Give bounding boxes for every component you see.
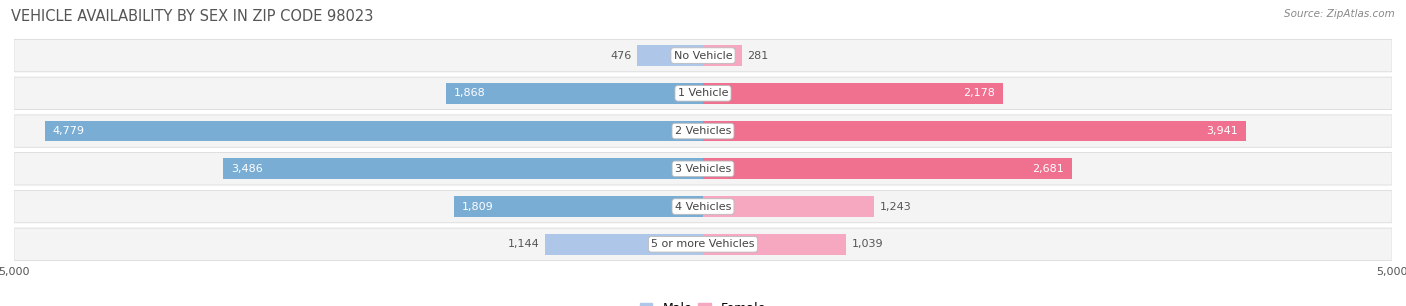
Bar bbox=[222, 159, 703, 179]
Bar bbox=[637, 45, 703, 66]
Text: No Vehicle: No Vehicle bbox=[673, 50, 733, 61]
Text: 1,243: 1,243 bbox=[880, 202, 911, 211]
FancyBboxPatch shape bbox=[14, 77, 1392, 109]
Text: 2,681: 2,681 bbox=[1032, 164, 1064, 174]
Text: Source: ZipAtlas.com: Source: ZipAtlas.com bbox=[1284, 9, 1395, 19]
FancyBboxPatch shape bbox=[14, 114, 1392, 148]
Bar bbox=[703, 234, 846, 255]
FancyBboxPatch shape bbox=[14, 229, 1392, 260]
Text: 2 Vehicles: 2 Vehicles bbox=[675, 126, 731, 136]
Bar bbox=[703, 83, 1002, 104]
Text: 3,486: 3,486 bbox=[231, 164, 263, 174]
Text: VEHICLE AVAILABILITY BY SEX IN ZIP CODE 98023: VEHICLE AVAILABILITY BY SEX IN ZIP CODE … bbox=[11, 9, 374, 24]
Legend: Male, Female: Male, Female bbox=[636, 297, 770, 306]
FancyBboxPatch shape bbox=[14, 190, 1392, 223]
Text: 5 or more Vehicles: 5 or more Vehicles bbox=[651, 239, 755, 249]
FancyBboxPatch shape bbox=[14, 39, 1392, 72]
FancyBboxPatch shape bbox=[14, 40, 1392, 71]
Text: 1 Vehicle: 1 Vehicle bbox=[678, 88, 728, 98]
Text: 1,868: 1,868 bbox=[454, 88, 485, 98]
FancyBboxPatch shape bbox=[14, 152, 1392, 185]
Text: 476: 476 bbox=[610, 50, 631, 61]
FancyBboxPatch shape bbox=[14, 77, 1392, 110]
FancyBboxPatch shape bbox=[14, 153, 1392, 185]
Text: 281: 281 bbox=[747, 50, 769, 61]
Bar bbox=[546, 234, 703, 255]
Text: 3 Vehicles: 3 Vehicles bbox=[675, 164, 731, 174]
Bar bbox=[703, 121, 1246, 141]
Bar bbox=[446, 83, 703, 104]
Text: 3,941: 3,941 bbox=[1206, 126, 1237, 136]
FancyBboxPatch shape bbox=[14, 191, 1392, 222]
Bar bbox=[454, 196, 703, 217]
Bar bbox=[703, 196, 875, 217]
Text: 1,809: 1,809 bbox=[463, 202, 494, 211]
Text: 4 Vehicles: 4 Vehicles bbox=[675, 202, 731, 211]
FancyBboxPatch shape bbox=[14, 228, 1392, 261]
Text: 2,178: 2,178 bbox=[963, 88, 995, 98]
FancyBboxPatch shape bbox=[14, 115, 1392, 147]
Text: 1,039: 1,039 bbox=[852, 239, 883, 249]
Text: 4,779: 4,779 bbox=[53, 126, 84, 136]
Bar bbox=[45, 121, 703, 141]
Bar bbox=[703, 159, 1073, 179]
Text: 1,144: 1,144 bbox=[508, 239, 540, 249]
Bar bbox=[703, 45, 742, 66]
